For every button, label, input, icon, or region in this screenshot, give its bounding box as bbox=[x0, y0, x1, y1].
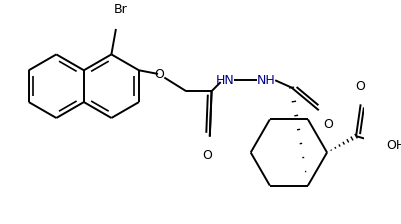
Text: O: O bbox=[202, 149, 212, 162]
Text: O: O bbox=[356, 80, 366, 93]
Text: Br: Br bbox=[114, 3, 128, 16]
Text: O: O bbox=[154, 68, 164, 81]
Text: NH: NH bbox=[257, 74, 275, 87]
Text: O: O bbox=[323, 118, 333, 131]
Text: OH: OH bbox=[386, 139, 401, 152]
Text: HN: HN bbox=[216, 74, 235, 87]
